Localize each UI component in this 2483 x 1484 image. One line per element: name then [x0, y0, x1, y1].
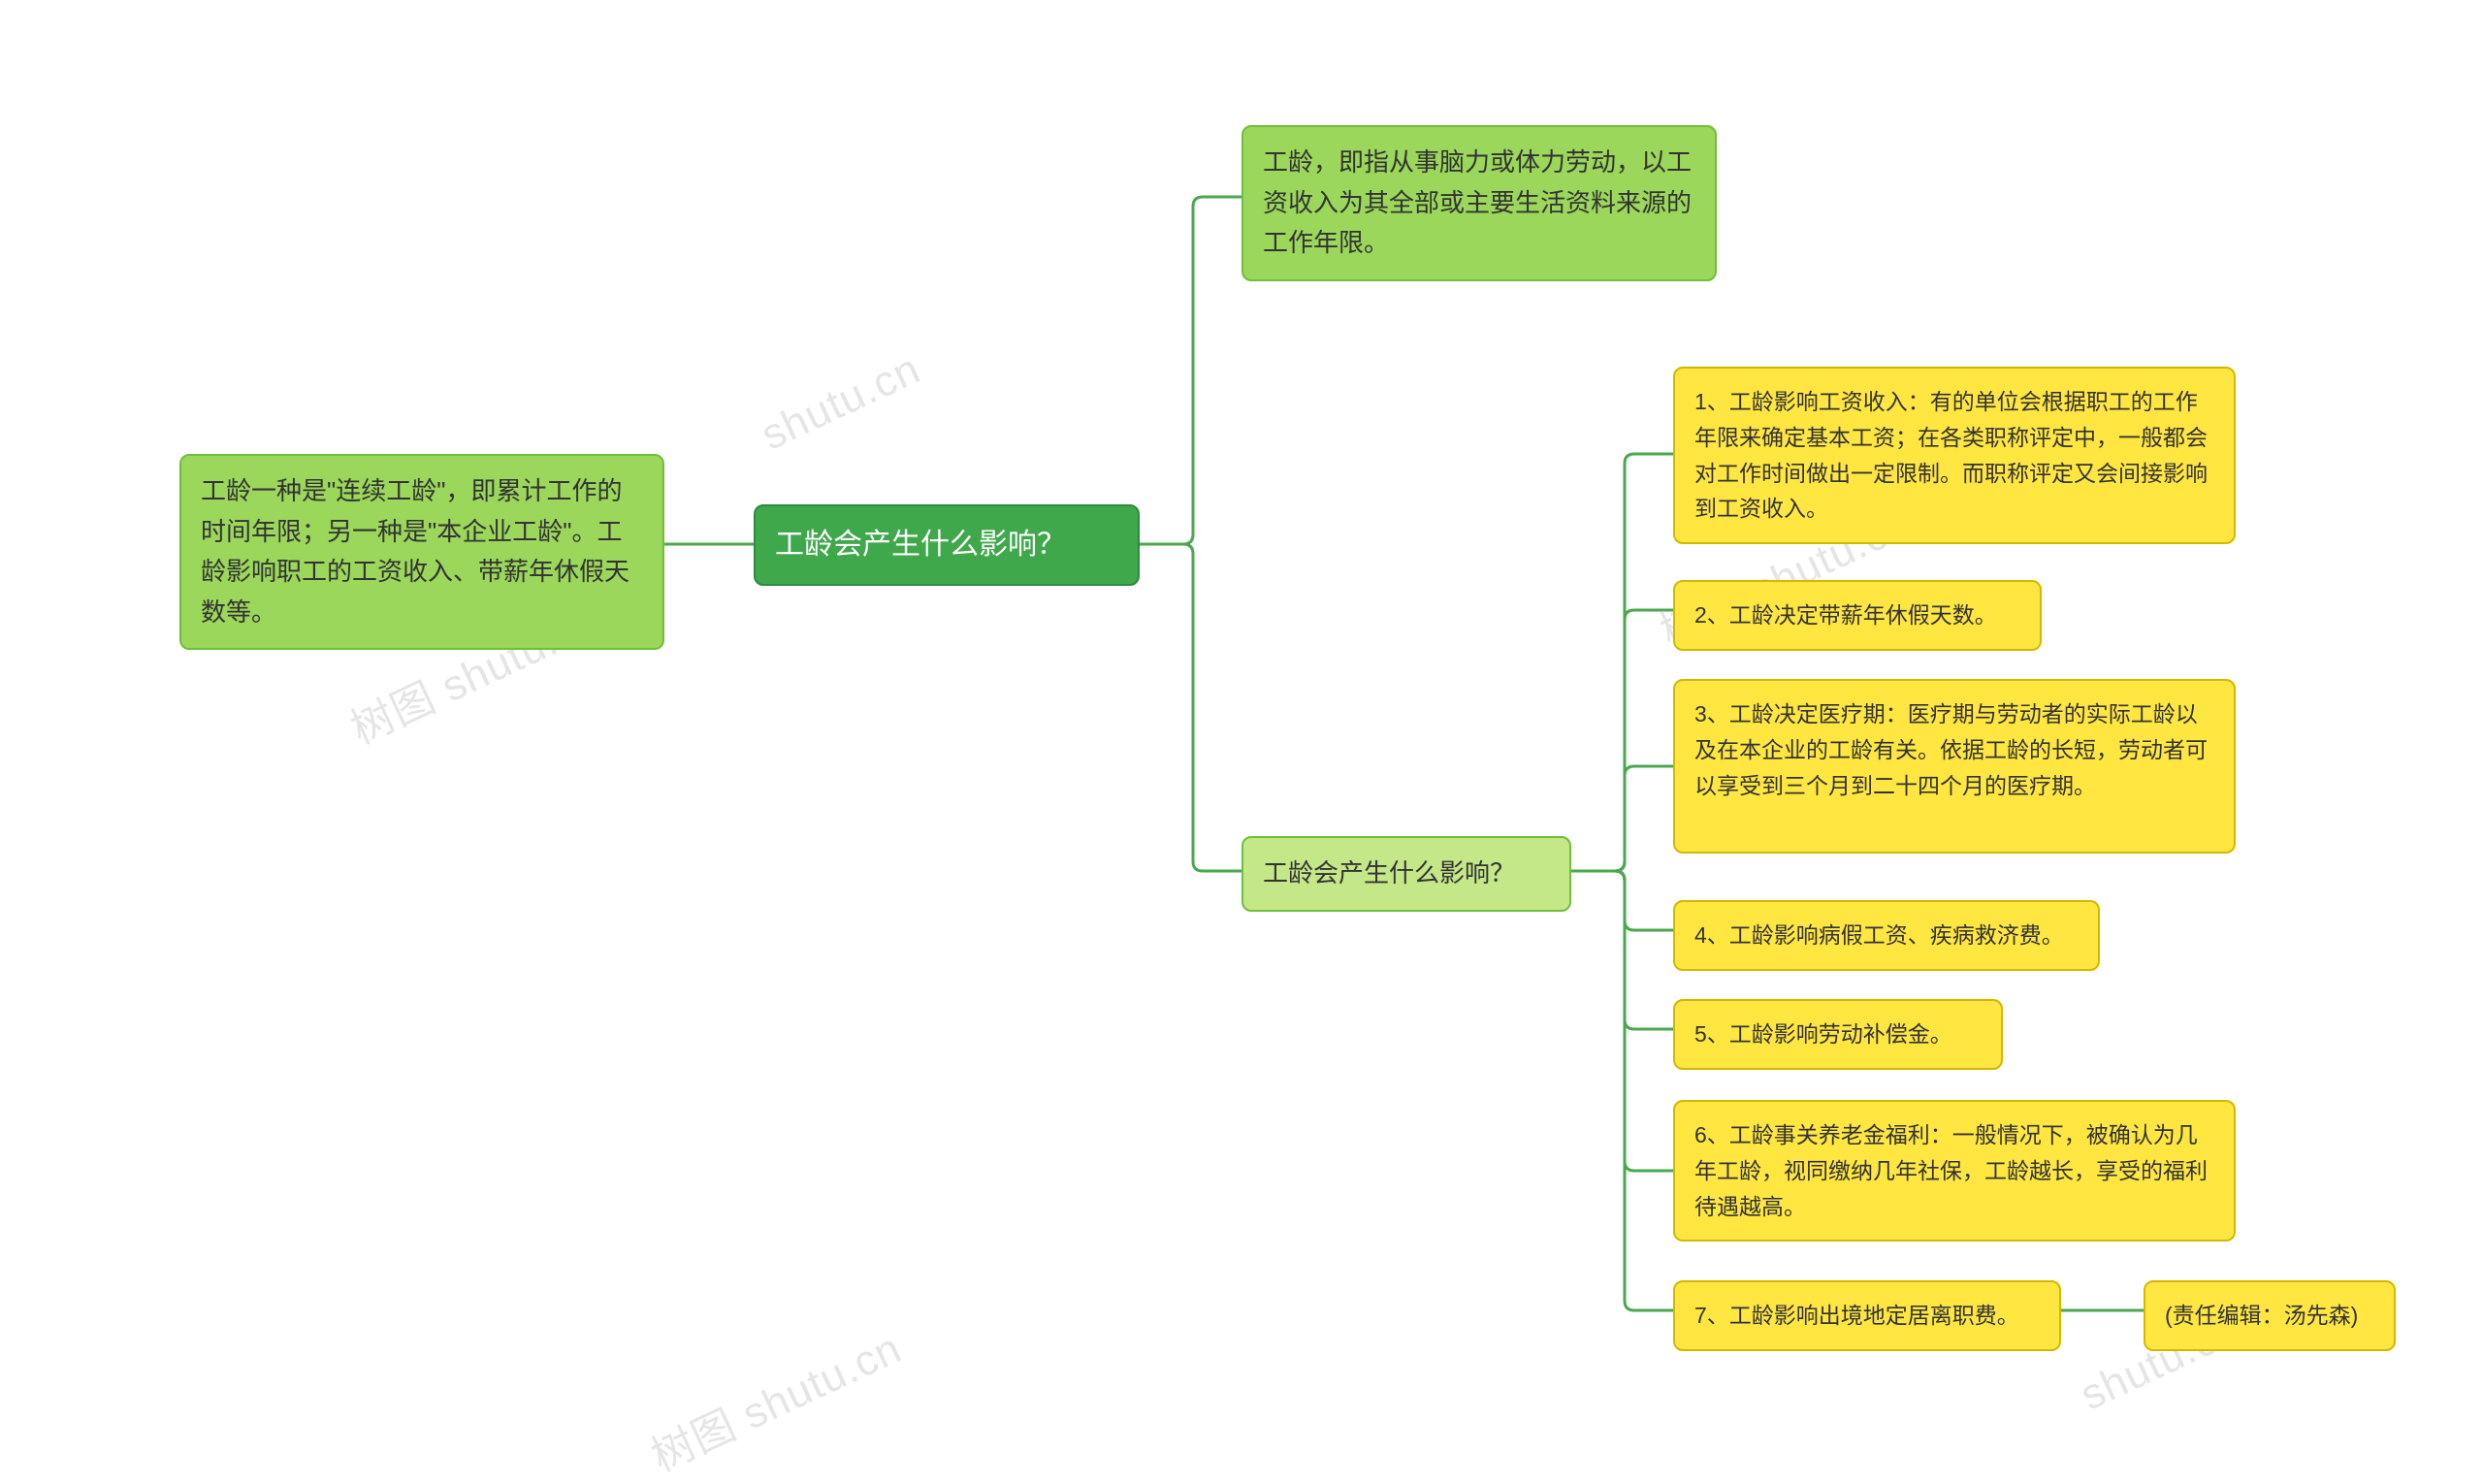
- detail-node-4: 4、工龄影响病假工资、疾病救济费。: [1673, 900, 2100, 971]
- detail-node-7: 7、工龄影响出境地定居离职费。: [1673, 1280, 2061, 1351]
- detail-node-2: 2、工龄决定带薪年休假天数。: [1673, 580, 2042, 651]
- sub-question-node: 工龄会产生什么影响？: [1242, 836, 1571, 912]
- center-node: 工龄会产生什么影响？: [754, 504, 1140, 586]
- watermark: shutu.cn: [755, 345, 928, 461]
- detail-node-3: 3、工龄决定医疗期：医疗期与劳动者的实际工龄以及在本企业的工龄有关。依据工龄的长…: [1673, 679, 2236, 854]
- detail-node-5: 5、工龄影响劳动补偿金。: [1673, 999, 2003, 1070]
- detail-node-1: 1、工龄影响工资收入：有的单位会根据职工的工作年限来确定基本工资；在各类职称评定…: [1673, 367, 2236, 544]
- detail-node-6: 6、工龄事关养老金福利：一般情况下，被确认为几年工龄，视同缴纳几年社保，工龄越长…: [1673, 1100, 2236, 1242]
- watermark: 树图 shutu.cn: [639, 1313, 910, 1483]
- editor-node: (责任编辑：汤先森): [2144, 1280, 2396, 1351]
- definition-node: 工龄，即指从事脑力或体力劳动，以工资收入为其全部或主要生活资料来源的工作年限。: [1242, 125, 1717, 281]
- left-summary-node: 工龄一种是"连续工龄"，即累计工作的时间年限；另一种是"本企业工龄"。工龄影响职…: [179, 454, 664, 650]
